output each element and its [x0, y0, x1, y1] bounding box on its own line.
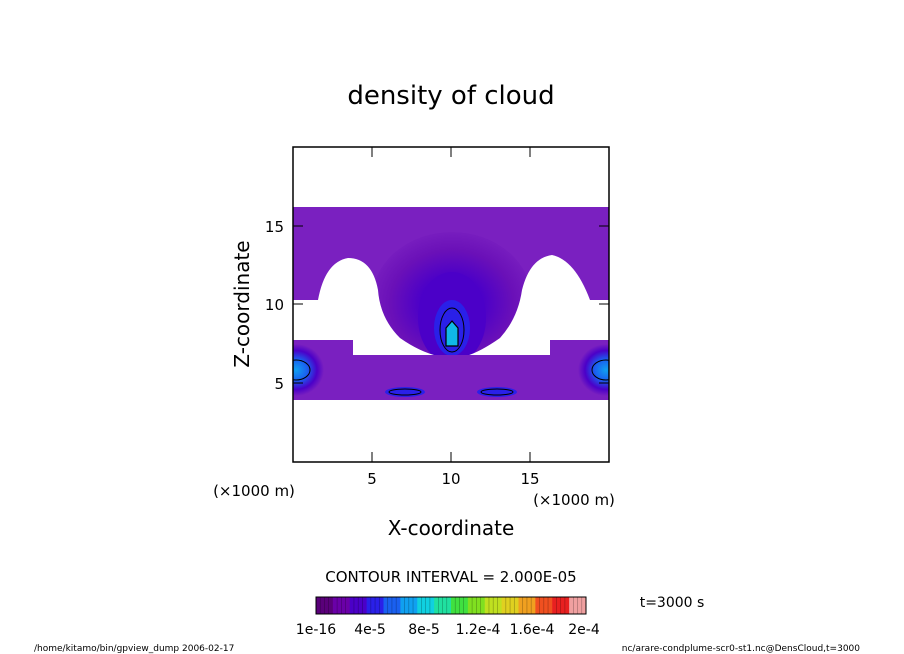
colorbar-swatch	[569, 597, 587, 614]
time-label: t=3000 s	[640, 595, 705, 611]
contour-vortex-left	[293, 359, 311, 381]
footer-left: /home/kitamo/bin/gpview_dump 2006-02-17	[34, 644, 234, 654]
contour-vortex-right	[591, 359, 609, 381]
y-unit: (×1000 m)	[213, 482, 295, 500]
y-tick-5: 5	[274, 375, 284, 393]
colorbar-swatch	[552, 597, 570, 614]
chart-title: density of cloud	[347, 81, 554, 111]
colorbar-swatch	[383, 597, 401, 614]
colorbar-label-4: 1.2e-4	[456, 622, 501, 638]
footer-right: nc/arare-condplume-scr0-st1.nc@DensCloud…	[622, 644, 860, 654]
colorbar-swatch	[316, 597, 334, 614]
colorbar-swatch	[484, 597, 503, 614]
colorbar-label-3: 8e-5	[408, 622, 439, 638]
plume-core	[445, 320, 459, 347]
colorbar-swatch	[535, 597, 553, 614]
colorbar-label-1: 1e-16	[296, 622, 336, 638]
x-tick-5: 5	[367, 470, 377, 488]
x-tick-10: 10	[441, 470, 460, 488]
colorbar-label-6: 2e-4	[568, 622, 600, 638]
colorbar-swatch	[366, 597, 384, 614]
colorbar-swatch	[467, 597, 486, 614]
colorbar-swatch	[434, 597, 452, 614]
tick-marks	[293, 147, 609, 462]
contour-base-left	[388, 388, 422, 396]
y-tick-15: 15	[265, 218, 284, 236]
colorbar-swatch	[332, 597, 351, 614]
colorbar	[316, 597, 587, 614]
y-tick-10: 10	[265, 296, 284, 314]
contour-base-right	[480, 388, 514, 396]
x-tick-15: 15	[520, 470, 539, 488]
x-unit: (×1000 m)	[533, 491, 615, 509]
y-axis-label: Z-coordinate	[230, 240, 254, 367]
colorbar-frame	[315, 596, 587, 615]
colorbar-swatch	[518, 597, 536, 614]
colorbar-label-5: 1.6e-4	[510, 622, 555, 638]
colorbar-swatch	[501, 597, 519, 614]
colorbar-label-2: 4e-5	[354, 622, 385, 638]
vortex-right	[578, 344, 609, 396]
lower-band	[330, 355, 570, 400]
colorbar-swatch	[417, 597, 435, 614]
colorbar-swatch	[400, 597, 418, 614]
contour-interval: CONTOUR INTERVAL = 2.000E-05	[325, 568, 576, 586]
colorbar-swatch	[451, 597, 469, 614]
x-axis-label: X-coordinate	[388, 516, 515, 540]
heatmap-field	[293, 207, 609, 400]
colorbar-swatch	[349, 597, 368, 614]
contour-plume	[439, 307, 465, 353]
